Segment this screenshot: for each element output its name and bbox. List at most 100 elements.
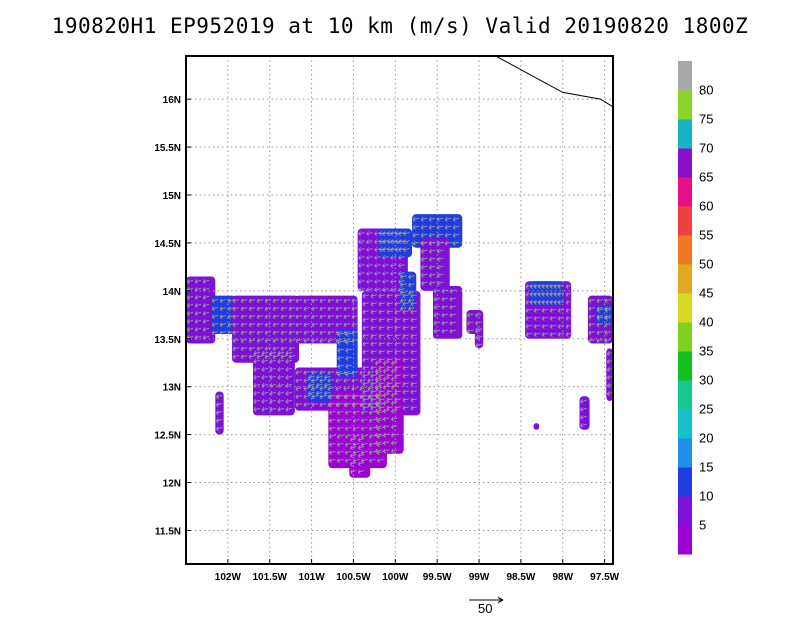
wind-vector (343, 306, 350, 312)
wind-vector (232, 338, 240, 344)
wind-vector (327, 378, 334, 384)
wind-vector (370, 301, 377, 307)
colorbar-label: 50 (699, 257, 713, 272)
wind-vector (541, 315, 549, 321)
wind-vector (202, 319, 210, 325)
wind-vector (319, 402, 326, 408)
wind-vector (375, 448, 382, 454)
colorbar-label: 75 (699, 112, 713, 127)
wind-vector (441, 320, 449, 326)
wind-vector (394, 317, 401, 323)
wind-vector (437, 272, 444, 278)
wind-vector (398, 279, 405, 285)
wind-vector (421, 240, 428, 246)
wind-vectors (186, 216, 613, 475)
wind-vector (370, 389, 377, 395)
wind-vector (269, 383, 277, 388)
wind-vector (295, 402, 302, 408)
wind-vector (437, 256, 444, 262)
wind-vector (370, 365, 377, 371)
wind-vector (345, 363, 352, 369)
wind-vector (358, 255, 365, 261)
wind-vector (421, 272, 428, 278)
wind-vector (402, 333, 409, 339)
y-tick-label: 15.5N (154, 143, 181, 154)
wind-vector (525, 307, 533, 313)
wind-vector (253, 399, 261, 404)
wind-vector (420, 216, 428, 222)
wind-vector (386, 341, 393, 347)
colorbar-label: 5 (699, 518, 706, 533)
wind-vector (449, 320, 457, 326)
colorbar-label: 40 (699, 315, 713, 330)
wind-vector (565, 283, 573, 289)
colorbar-segment (678, 409, 692, 439)
wind-vector (604, 338, 611, 344)
wind-vector (429, 272, 436, 278)
wind-vector (541, 323, 549, 329)
wind-vector (382, 263, 389, 269)
wind-vector (336, 458, 344, 464)
wind-vector (533, 331, 541, 337)
wind-vector (261, 367, 269, 372)
chart-title: 190820H1 EP952019 at 10 km (m/s) Valid 2… (51, 14, 749, 38)
wind-vector (194, 303, 202, 309)
wind-vector (429, 264, 436, 270)
wind-vector (337, 347, 344, 353)
wind-vector (345, 371, 352, 377)
wind-vector (240, 338, 248, 344)
wind-vector (370, 405, 377, 411)
wind-vector (410, 381, 417, 387)
wind-vector (343, 314, 350, 320)
wind-vector (370, 357, 377, 363)
wind-vector (288, 322, 296, 328)
wind-vector (553, 283, 561, 289)
wind-vector (261, 359, 269, 364)
wind-vector (402, 397, 409, 403)
wind-vector (368, 394, 376, 400)
wind-vector (261, 375, 269, 380)
wind-vector (202, 295, 210, 301)
wind-vector (311, 378, 318, 384)
wind-vector (596, 298, 603, 304)
wind-vector (337, 339, 344, 345)
wind-vector (382, 271, 389, 277)
wind-vector (261, 407, 269, 412)
wind-vector (370, 317, 377, 323)
y-tick-label: 16N (163, 95, 181, 106)
wind-vector (256, 322, 264, 328)
wind-vector (288, 354, 296, 360)
wind-vector (402, 317, 409, 323)
wind-vector (277, 375, 285, 380)
wind-vector (215, 394, 223, 400)
wind-vector (390, 263, 397, 269)
wind-vector (378, 317, 385, 323)
wind-vector (351, 306, 358, 312)
wind-vector (351, 314, 358, 320)
colorbar-label: 65 (699, 170, 713, 185)
wind-vector (335, 298, 342, 304)
wind-vector (429, 248, 436, 254)
wind-vector (537, 283, 545, 289)
wind-vector (545, 283, 553, 289)
wind-vector (386, 301, 393, 307)
colorbar-segment (678, 235, 692, 265)
wind-vector (277, 391, 285, 396)
wind-vector (367, 386, 374, 392)
wind-vector (529, 283, 537, 289)
wind-vector (374, 271, 381, 277)
wind-vector (565, 299, 573, 305)
wind-vector (272, 346, 280, 352)
wind-vector (398, 263, 405, 269)
wind-vector (285, 407, 293, 412)
reference-arrow-head (497, 597, 504, 603)
wind-vector (311, 386, 318, 392)
wind-vector (232, 346, 240, 352)
wind-vector (335, 306, 342, 312)
wind-vector (277, 367, 285, 372)
wind-vector (362, 349, 369, 355)
wind-vector (248, 306, 256, 312)
wind-vector (383, 416, 390, 422)
colorbar-label: 15 (699, 460, 713, 475)
wind-vector (366, 279, 373, 285)
